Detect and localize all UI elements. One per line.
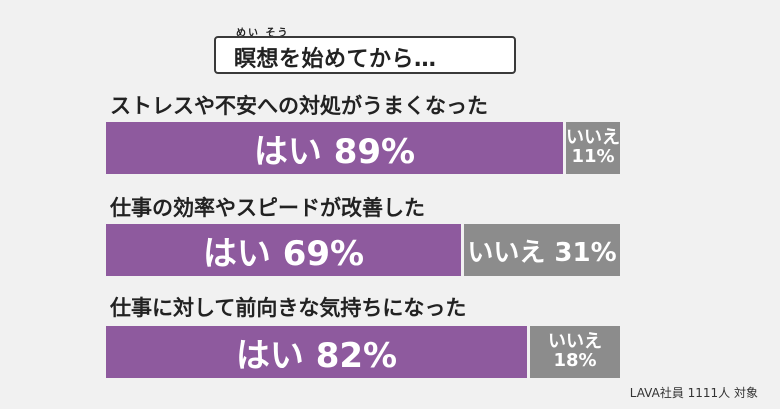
chart-title: 瞑想を始めてから…	[234, 47, 437, 72]
question-label-1: ストレスや不安への対処がうまくなった	[110, 94, 488, 118]
survey-footnote: LAVA社員 1111人 対象	[629, 386, 758, 400]
title-box: 瞑想を始めてから…	[214, 36, 516, 74]
bar-no-1-label-line1: いいえ	[566, 127, 620, 149]
bar-no-1: いいえ 11%	[566, 122, 620, 174]
title-ruby: めい そう	[236, 28, 290, 39]
bar-yes-3: はい 82%	[106, 326, 527, 378]
bar-no-1-label-line2: 11%	[571, 146, 615, 167]
bar-no-3-label-line1: いいえ	[548, 331, 602, 353]
bar-yes-1-label: はい 89%	[253, 131, 416, 172]
bar-yes-2: はい 69%	[106, 224, 461, 276]
bar-no-2: いいえ 31%	[464, 224, 620, 276]
bar-yes-1: はい 89%	[106, 122, 563, 174]
bar-no-3: いいえ 18%	[530, 326, 620, 378]
bar-no-3-label-line2: 18%	[553, 350, 597, 371]
bar-no-2-label: いいえ 31%	[467, 237, 617, 268]
question-label-2: 仕事の効率やスピードが改善した	[110, 196, 425, 220]
bar-yes-2-label: はい 69%	[202, 233, 365, 274]
question-label-3: 仕事に対して前向きな気持ちになった	[110, 296, 467, 320]
bar-yes-3-label: はい 82%	[235, 335, 398, 376]
